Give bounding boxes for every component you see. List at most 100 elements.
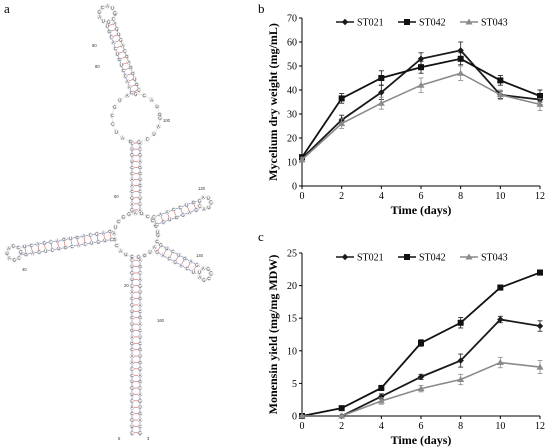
nucleotide [114,129,119,135]
nucleotide-letter: C [130,141,133,146]
nucleotide-letter: G [113,105,116,110]
nucleotide [164,246,170,251]
nucleotide-letter: C [111,113,114,118]
nucleotide [128,90,134,95]
nucleotide [137,398,143,404]
structure-index-label: 60 [114,194,119,199]
nucleotide-letter: U [165,246,168,251]
nucleotide [137,315,143,320]
nucleotide-letter: C [137,87,140,92]
nucleotide-letter: G [24,252,27,257]
nucleotide-letter: G [130,195,133,200]
nucleotide-letter: G [138,315,141,320]
nucleotide-letter: A [190,259,193,264]
nucleotide-letter: G [19,250,22,255]
nucleotide [129,159,135,164]
nucleotide-letter: U [102,19,105,24]
nucleotide [129,277,135,282]
nucleotide-letter: G [181,212,184,217]
nucleotide [197,198,202,204]
legend-label-ST021: ST021 [357,18,384,29]
nucleotide-letter: C [130,189,133,194]
nucleotide-letter: C [84,242,87,247]
nucleotide-letter: U [138,405,141,410]
nucleotide-letter: A [202,195,205,200]
legend-marker-ST042 [404,254,410,260]
nucleotide [11,243,16,249]
nucleotide [129,257,135,263]
nucleotide [128,139,133,144]
nucleotide-letter: G [137,139,140,144]
nucleotide-letter: G [64,245,67,250]
nucleotide-letter: A [36,242,39,247]
nucleotide [108,34,114,40]
nucleotide [132,76,138,82]
nucleotide-letter: U [138,290,141,295]
nucleotide-letter: A [139,302,142,307]
nucleotide-letter: C [138,341,141,346]
nucleotide-letter: A [198,274,201,279]
data-point-ST042 [497,77,504,84]
structure-index-label: 100 [163,118,171,123]
nucleotide-letter: G [173,260,176,265]
nucleotide-letter: C [155,222,158,227]
nucleotide-letter: G [156,233,159,238]
nucleotide [126,84,132,90]
nucleotide [206,205,212,210]
nucleotide [129,404,135,410]
structure-index-label: 120 [198,186,206,191]
nucleotide-letter: C [123,49,126,54]
nucleotide [112,10,118,16]
nucleotide-letter: G [12,244,15,249]
nucleotide [137,283,143,289]
legend-marker-ST042 [404,19,410,25]
nucleotide [129,353,135,359]
data-point-ST021 [536,322,544,330]
nucleotide [137,417,143,423]
nucleotide-letter: C [111,121,114,126]
nucleotide [137,177,143,182]
nucleotide [137,392,143,397]
y-tick-label: 20 [287,134,297,145]
nucleotide [110,5,115,11]
data-point-ST042 [497,284,504,291]
nucleotide [129,341,135,346]
nucleotide-letter: G [207,266,210,271]
nucleotide [129,270,135,276]
nucleotide [114,26,120,32]
nucleotide-letter: G [13,257,16,262]
series-line-ST021 [302,318,541,417]
nucleotide-letter: A [131,201,134,206]
nucleotide [158,242,164,248]
nucleotide [126,59,132,65]
data-point-ST043 [377,397,385,404]
y-tick-label: 0 [292,182,297,193]
nucleotide-letter: A [121,135,124,140]
nucleotide [156,124,161,129]
nucleotide-letter: A [119,248,122,253]
nucleotide [113,224,118,230]
nucleotide [205,195,211,201]
nucleotide [205,266,211,272]
nucleotide-letter: G [175,215,178,220]
nucleotide-letter: U [130,264,133,269]
nucleotide [120,68,126,73]
y-tick-label: 5 [292,379,297,390]
nucleotide-letter: C [171,249,174,254]
nucleotide-letter: C [138,309,141,314]
data-point-ST042 [537,269,543,276]
nucleotide-letter: U [177,252,180,257]
data-point-ST042 [418,64,424,71]
nucleotide-letter: C [146,214,149,219]
nucleotide-letter: G [158,112,161,117]
nucleotide-letter: C [130,315,133,320]
nucleotide [111,231,117,236]
nucleotide-letter: G [192,200,195,205]
nucleotide [6,246,11,251]
x-tick-label: 8 [458,191,463,202]
nucleotide [105,3,110,9]
nucleotide [134,82,140,87]
x-tick-label: 12 [535,191,545,202]
structure-index-label: 140 [196,253,204,258]
nucleotide [48,239,54,245]
